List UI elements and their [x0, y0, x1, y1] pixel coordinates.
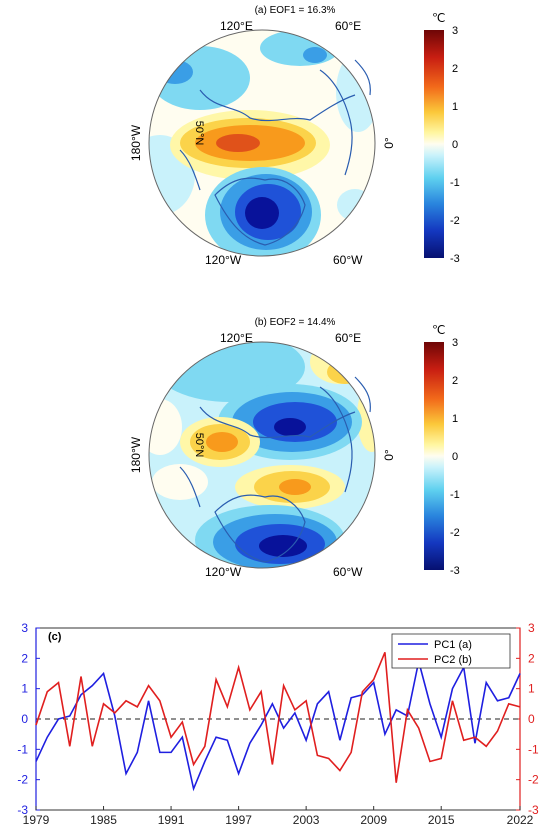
right-y-tick-label: 3: [528, 621, 535, 635]
x-tick-label: 2015: [428, 813, 455, 827]
eof1-colorbar-unit: ℃: [432, 11, 445, 25]
right-y-tick-label: 2: [528, 651, 535, 665]
eof2-cbar-tick: 3: [452, 337, 458, 349]
eof2-colorbar-unit: ℃: [432, 323, 445, 337]
eof1-lon-label-60e: 60°E: [335, 19, 361, 33]
eof1-cbar-tick: 2: [452, 63, 458, 75]
pc1-series-line: [35, 661, 521, 792]
x-ticks: 1979 1985 1991 1997 2003 2009 2015 2022: [23, 806, 534, 827]
left-y-ticks: 3 2 1 0 -1 -2 -3: [17, 621, 40, 817]
right-y-tick-label: -3: [528, 803, 539, 817]
eof1-cbar-tick: -1: [450, 177, 460, 189]
left-y-tick-label: 1: [21, 682, 28, 696]
left-y-tick-label: 3: [21, 621, 28, 635]
eof1-map-boundary: [148, 29, 376, 257]
eof2-lon-label-60w: 60°W: [333, 565, 363, 579]
eof2-cbar-tick: -1: [450, 489, 460, 501]
eof1-lon-label-120w: 120°W: [205, 253, 242, 267]
left-y-tick-label: 2: [21, 651, 28, 665]
x-tick-label: 1991: [158, 813, 185, 827]
left-y-tick-label: -3: [17, 803, 28, 817]
eof2-cbar-tick: 1: [452, 413, 458, 425]
eof1-cbar-tick: 3: [452, 25, 458, 37]
right-y-tick-label: -1: [528, 742, 539, 756]
eof2-map-boundary: [148, 341, 376, 569]
eof2-lon-label-60e: 60°E: [335, 331, 361, 345]
eof1-cbar-tick: 0: [452, 139, 458, 151]
legend-box: [391, 633, 511, 669]
eof2-cbar-tick: -3: [450, 565, 460, 577]
x-tick-label: 1979: [23, 813, 50, 827]
eof1-title: (a) EOF1 = 16.3%: [255, 5, 336, 16]
eof1-coastlines: [179, 59, 371, 246]
left-y-tick-label: 0: [21, 712, 28, 726]
eof1-lon-label-120e: 120°E: [220, 19, 253, 33]
legend: PC1 (a) PC2 (b): [391, 633, 511, 669]
eof1-lat-label: 50°N: [193, 121, 205, 146]
eof1-cbar-tick: -3: [450, 253, 460, 265]
eof1-cbar-tick: 1: [452, 101, 458, 113]
x-tick-label: 2022: [507, 813, 534, 827]
eof2-lon-label-120e: 120°E: [220, 331, 253, 345]
eof2-lon-label-180w: 180°W: [129, 436, 143, 473]
right-y-tick-label: 0: [528, 712, 535, 726]
eof2-lon-label-120w: 120°W: [205, 565, 242, 579]
eof1-lon-label-60w: 60°W: [333, 253, 363, 267]
panel-c: (c) 3 2 1 0 -1 -2 -3 3 2 1 0 -1 -2 -3 1979 1985 1991 19…: [0, 620, 550, 828]
legend-label-pc1: PC1 (a): [434, 639, 472, 651]
eof2-coastlines: [179, 376, 371, 563]
eof2-cbar-tick: -2: [450, 527, 460, 539]
eof2-title: (b) EOF2 = 14.4%: [255, 317, 336, 328]
eof2-map-figure: (b) EOF2 = 14.4%: [129, 317, 460, 579]
left-y-tick-label: -2: [17, 773, 28, 787]
eof2-anomaly-field: [149, 342, 375, 568]
eof1-map-figure: (a) EOF1 = 16.3% 120°E: [129, 5, 460, 267]
eof2-lon-label-0: 0°: [382, 449, 396, 461]
eof2-cbar-tick: 0: [452, 451, 458, 463]
eof1-anomaly-field: [149, 30, 375, 256]
pc2-series-line: [35, 651, 521, 783]
legend-label-pc2: PC2 (b): [434, 654, 472, 666]
right-y-tick-label: -2: [528, 773, 539, 787]
x-tick-label: 1985: [90, 813, 117, 827]
eof1-colorbar: [424, 30, 444, 258]
panel-a: (a) EOF1 = 16.3% 120°E: [0, 0, 550, 280]
x-tick-label: 2009: [360, 813, 387, 827]
panel-b: (b) EOF2 = 14.4%: [0, 312, 550, 592]
series-layer: [35, 651, 521, 792]
eof1-lon-label-0: 0°: [382, 137, 396, 149]
eof2-lat-label: 50°N: [193, 433, 205, 458]
x-tick-label: 2003: [293, 813, 320, 827]
eof2-cbar-tick: 2: [452, 375, 458, 387]
eof1-cbar-tick: -2: [450, 215, 460, 227]
x-tick-label: 1997: [225, 813, 252, 827]
eof2-colorbar: [424, 342, 444, 570]
eof1-lon-label-180w: 180°W: [129, 124, 143, 161]
right-y-ticks: 3 2 1 0 -1 -2 -3: [516, 621, 539, 817]
left-y-tick-label: -1: [17, 742, 28, 756]
right-y-tick-label: 1: [528, 682, 535, 696]
panel-c-label: (c): [48, 631, 62, 643]
